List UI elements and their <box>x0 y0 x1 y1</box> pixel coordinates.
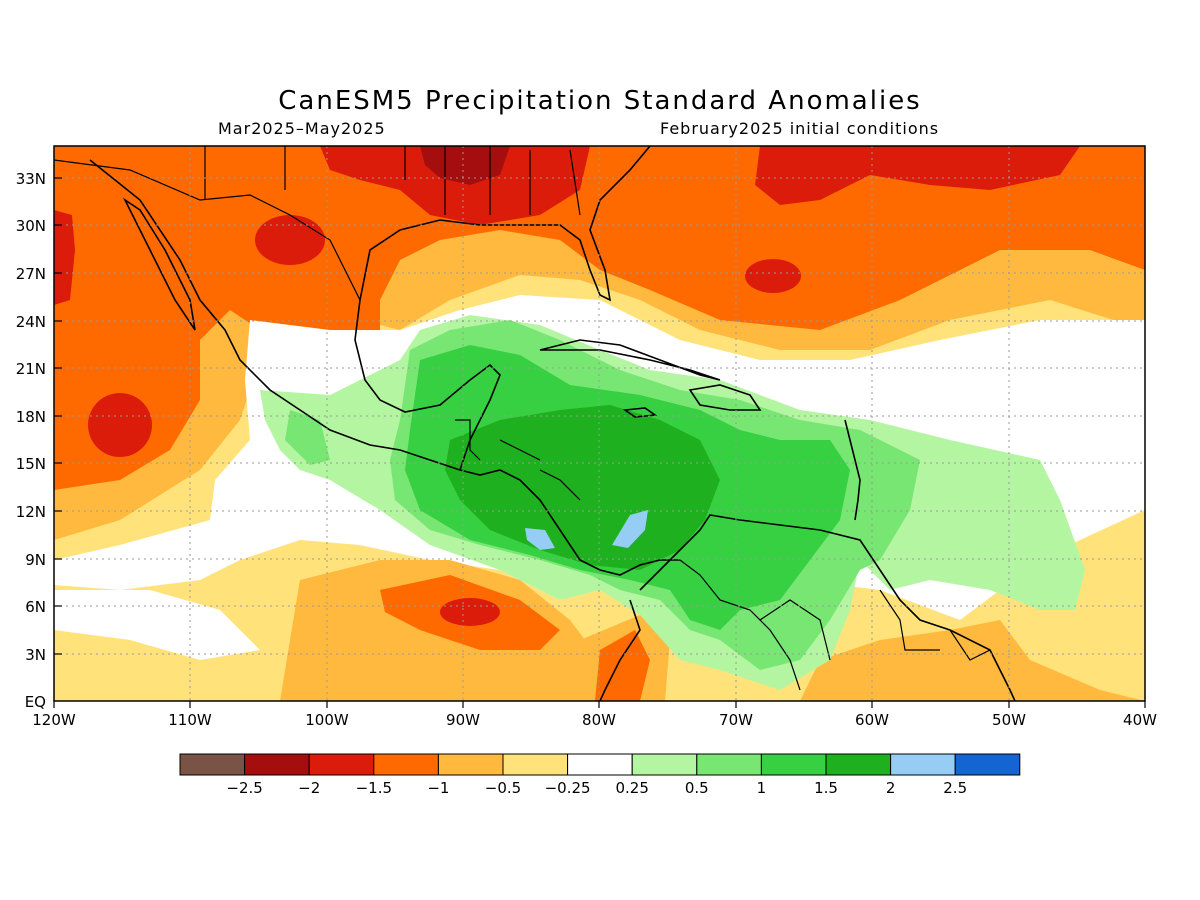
legend-swatch <box>760 753 827 776</box>
coastlines <box>54 146 1016 701</box>
lon-label: 100W <box>305 711 349 729</box>
legend-swatch <box>179 753 246 776</box>
neutral-band-west <box>54 590 260 660</box>
map-title: CanESM5 Precipitation Standard Anomalies <box>278 86 922 116</box>
coastline-gulf-of-mexico <box>354 299 501 471</box>
lat-label: 24N <box>16 313 46 331</box>
extreme-dry-gulf <box>420 146 510 185</box>
lon-label: 70W <box>719 711 753 729</box>
coastline-hispaniola <box>688 384 762 411</box>
very-dry-west-edge <box>54 210 75 305</box>
legend-swatch <box>244 753 310 776</box>
legend-label: −2 <box>298 779 320 797</box>
border-venezuela-guyana <box>759 589 991 661</box>
lat-labels: EQ 3N 6N 9N 12N 15N 18N 21N 24N 27N 30N … <box>16 170 46 711</box>
legend-label: 0.25 <box>615 779 648 797</box>
lon-labels: 120W 110W 100W 90W 80W 70W 60W 50W 40W <box>32 711 1157 729</box>
very-wet-spot-east <box>612 510 648 548</box>
lon-label: 120W <box>32 711 76 729</box>
lat-label: EQ <box>25 693 46 711</box>
coastline-south-america <box>639 514 1016 701</box>
legend-label: 2.5 <box>943 779 967 797</box>
legend-swatch <box>567 753 633 776</box>
coastline-baja <box>122 197 196 331</box>
border-central-america <box>455 419 801 691</box>
legend-swatch <box>373 753 439 776</box>
legend-swatch <box>631 753 698 776</box>
lon-label: 90W <box>446 711 480 729</box>
legend-label: 2 <box>886 779 896 797</box>
lat-label: 6N <box>25 598 46 616</box>
lat-label: 21N <box>16 360 46 378</box>
lat-label: 27N <box>16 265 46 283</box>
lat-label: 15N <box>16 455 46 473</box>
coastline-colombia-pacific <box>599 599 641 701</box>
very-dry-atlantic <box>755 146 1080 205</box>
lat-label: 30N <box>16 217 46 235</box>
very-dry-atlantic-spot <box>745 259 801 293</box>
legend-label: −1.5 <box>356 779 392 797</box>
lat-label: 33N <box>16 170 46 188</box>
legend-swatch <box>890 753 956 776</box>
legend-label: 1.5 <box>814 779 838 797</box>
coastline-lesser-antilles <box>844 419 861 521</box>
extreme-dry-pacific-south <box>440 598 500 626</box>
lat-label: 3N <box>25 646 46 664</box>
legend-label: 1 <box>757 779 767 797</box>
legend-label: −1 <box>427 779 449 797</box>
lon-label: 40W <box>1123 711 1157 729</box>
legend-swatch <box>696 753 762 776</box>
legend-swatch <box>308 753 375 776</box>
legend-label: 0.5 <box>685 779 709 797</box>
lon-label: 110W <box>168 711 212 729</box>
grid-lines <box>54 146 1145 701</box>
forecast-period: Mar2025–May2025 <box>218 119 386 138</box>
legend-swatch <box>825 753 892 776</box>
very-dry-gulf <box>320 146 590 225</box>
initial-conditions-label: February2025 initial conditions <box>660 119 940 138</box>
border-us-states <box>204 146 581 216</box>
legend-colorbar <box>179 753 1021 776</box>
lat-label: 12N <box>16 503 46 521</box>
lat-label: 9N <box>25 551 46 569</box>
lon-label: 80W <box>582 711 616 729</box>
coastline-cuba <box>539 339 721 381</box>
coastline-jamaica <box>622 407 658 418</box>
coastline-mexico-us-gulf <box>89 159 680 576</box>
lon-label: 50W <box>992 711 1026 729</box>
legend-label: −0.25 <box>545 779 591 797</box>
legend-labels: −2.5 −2 −1.5 −1 −0.5 −0.25 0.25 0.5 1 1.5 2 2.5 <box>226 779 967 797</box>
very-dry-mexico-coast <box>255 215 325 265</box>
legend-swatch <box>502 753 569 776</box>
legend-swatch <box>437 753 504 776</box>
legend-label: −0.5 <box>485 779 521 797</box>
legend-label: −2.5 <box>226 779 262 797</box>
legend-swatch <box>954 753 1021 776</box>
lon-label: 60W <box>855 711 889 729</box>
very-dry-pacific <box>88 393 152 457</box>
border-us-mexico <box>54 159 361 301</box>
very-wet-spot-west <box>525 528 555 550</box>
dry-guianas <box>800 620 1145 701</box>
lat-label: 18N <box>16 408 46 426</box>
axis-ticks <box>53 177 1146 708</box>
